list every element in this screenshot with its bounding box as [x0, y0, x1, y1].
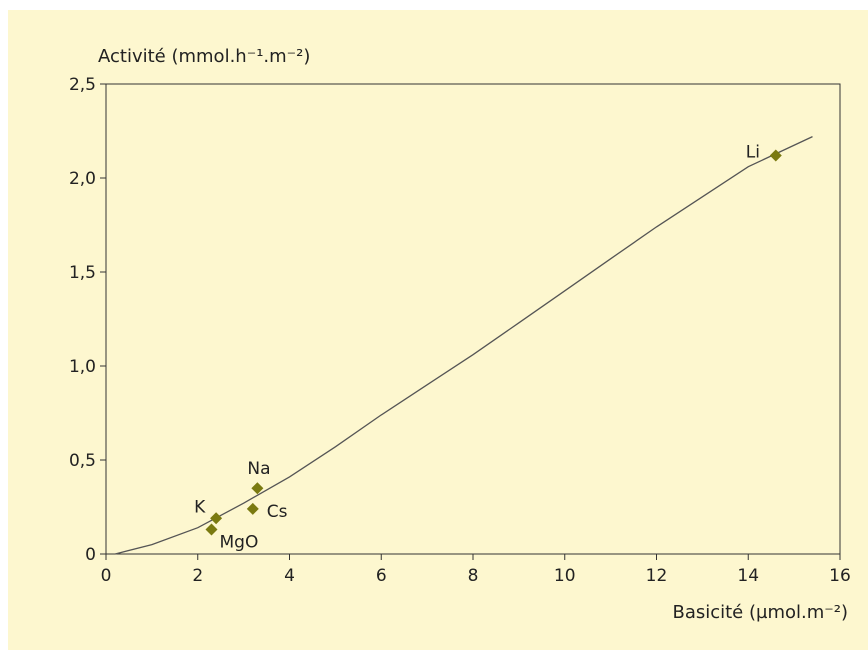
x-tick-label: 10 [554, 566, 576, 586]
chart-figure: Activité (mmol.h⁻¹.m⁻²) Basicité (µmol.m… [8, 10, 868, 650]
point-label-k: K [194, 497, 206, 517]
x-tick-label: 12 [646, 566, 668, 586]
x-tick-label: 6 [376, 566, 387, 586]
point-label-li: Li [746, 142, 760, 162]
y-tick-label: 2,5 [69, 75, 96, 95]
x-tick-label: 8 [468, 566, 479, 586]
y-axis-ticks: 0 0,5 1,0 1,5 2,0 2,5 [69, 75, 106, 565]
y-tick-label: 1,5 [69, 263, 96, 283]
y-tick-label: 0 [85, 545, 96, 565]
trend-line [115, 136, 813, 555]
point-label-na: Na [247, 459, 270, 479]
x-axis-title: Basicité (µmol.m⁻²) [672, 602, 848, 623]
data-point-mgo [205, 523, 218, 536]
data-point-k [210, 512, 223, 525]
data-points: K MgO Na Cs Li [194, 142, 782, 553]
y-tick-label: 2,0 [69, 169, 96, 189]
x-tick-label: 4 [284, 566, 295, 586]
y-tick-label: 0,5 [69, 451, 96, 471]
x-tick-label: 16 [829, 566, 851, 586]
data-point-na [251, 482, 264, 495]
x-axis-ticks: 0 2 4 6 8 10 12 14 16 [101, 554, 851, 586]
data-point-cs [246, 502, 259, 515]
plot-area [105, 83, 841, 555]
scatter-chart: Activité (mmol.h⁻¹.m⁻²) Basicité (µmol.m… [69, 46, 851, 623]
y-axis-title: Activité (mmol.h⁻¹.m⁻²) [98, 46, 310, 67]
y-tick-label: 1,0 [69, 357, 96, 377]
x-tick-label: 2 [192, 566, 203, 586]
point-label-mgo: MgO [220, 533, 259, 553]
x-tick-label: 14 [737, 566, 759, 586]
data-point-li [769, 149, 782, 162]
point-label-cs: Cs [267, 502, 288, 522]
x-tick-label: 0 [101, 566, 112, 586]
